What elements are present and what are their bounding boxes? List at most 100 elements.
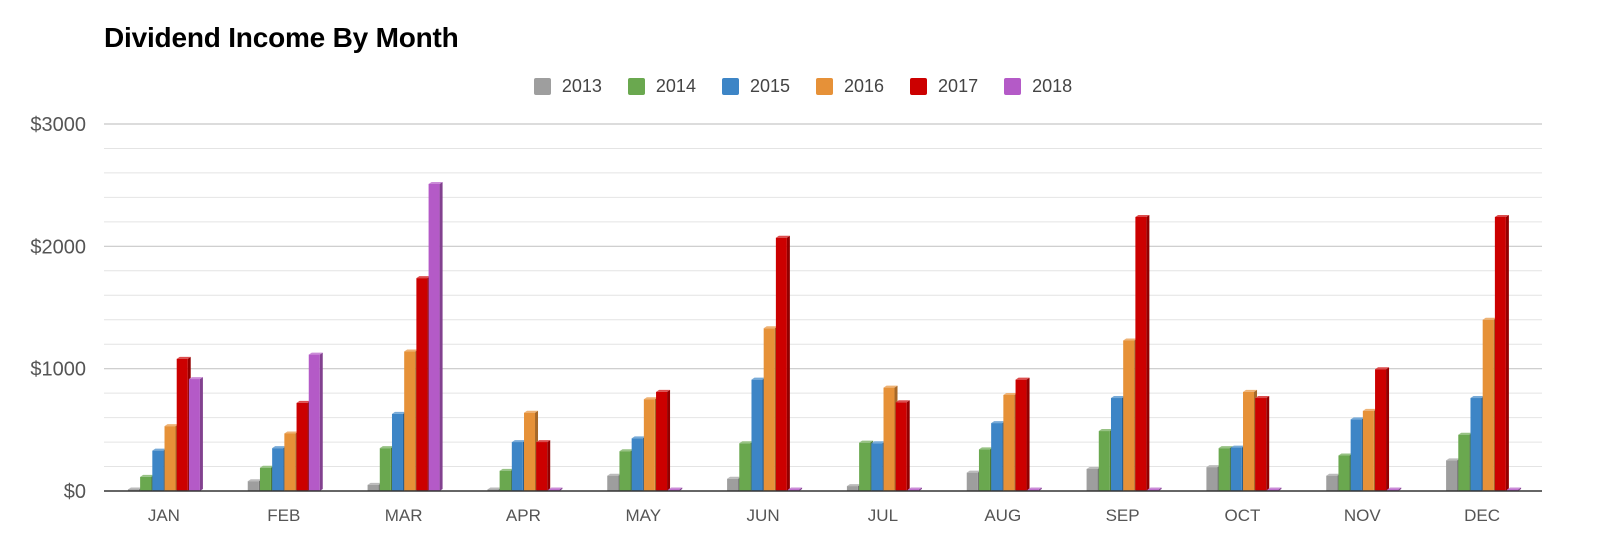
bar-2018-SEP (1147, 487, 1162, 491)
bar-front (1255, 398, 1267, 491)
legend-label-2013: 2013 (561, 75, 602, 96)
bar-top (1326, 473, 1341, 476)
bar-top (379, 446, 394, 449)
bar-side (547, 440, 551, 491)
legend-swatch-2016 (816, 77, 833, 95)
legend-item-2013[interactable]: 2013 (533, 75, 602, 97)
bar-top (391, 411, 406, 414)
bar-top (284, 431, 299, 434)
bar-top (247, 479, 262, 482)
legend: 2013 2014 2015 2016 2017 2018 (0, 72, 1600, 100)
bar-2016-JUL (883, 385, 898, 491)
bar-top (1027, 487, 1042, 490)
bar-2014-APR (499, 468, 514, 491)
bar-front (308, 354, 320, 491)
bar-front (1267, 489, 1279, 491)
bar-side (1038, 487, 1042, 491)
bar-front (140, 476, 152, 491)
bar-front (548, 489, 560, 491)
bar-2015-MAY (631, 436, 646, 491)
bar-2013-JUL (846, 484, 861, 491)
legend-item-2016[interactable]: 2016 (816, 76, 884, 97)
bar-top (775, 235, 790, 238)
legend-item-2015[interactable]: 2015 (721, 75, 790, 97)
bar-front (883, 387, 895, 491)
bar-2013-SEP (1086, 466, 1101, 491)
bar-2014-JAN (140, 474, 155, 491)
bar-front (643, 399, 655, 491)
bar-2016-MAY (643, 397, 658, 491)
bar-top (367, 482, 382, 485)
legend-label-2015: 2015 (749, 75, 790, 96)
bar-front (1110, 398, 1122, 491)
bar-2015-SEP (1110, 396, 1125, 491)
bar-2013-DEC (1446, 458, 1461, 491)
bar-side (199, 377, 203, 491)
bar-front (1507, 489, 1519, 491)
bar-top (164, 424, 179, 427)
bar-top (643, 397, 658, 400)
bar-top (966, 470, 981, 473)
bar-side (319, 352, 323, 491)
x-tick-label: DEC (1464, 506, 1500, 525)
bar-side (1266, 396, 1270, 491)
bar-2016-OCT (1243, 389, 1258, 491)
bar-front (296, 402, 308, 491)
bar-2014-FEB (259, 465, 274, 491)
bar-top (739, 441, 754, 444)
bar-2015-MAR (391, 411, 406, 491)
bar-front (619, 451, 631, 491)
bar-top (1482, 317, 1497, 320)
bar-top (1015, 377, 1030, 380)
bar-2014-AUG (978, 447, 993, 491)
bar-front (668, 489, 680, 491)
bar-side (786, 235, 790, 491)
bar-top (1135, 214, 1150, 217)
bar-front (1230, 447, 1242, 491)
bar-2015-OCT (1230, 445, 1245, 491)
legend-item-2017[interactable]: 2017 (910, 76, 978, 97)
bar-front (391, 413, 403, 491)
bar-front (1326, 475, 1338, 491)
bar-top (1243, 389, 1258, 392)
bar-front (1027, 489, 1039, 491)
bar-front (631, 438, 643, 491)
legend-item-2014[interactable]: 2014 (627, 76, 696, 97)
bar-front (1098, 431, 1110, 491)
bar-top (978, 447, 993, 450)
bar-2018-NOV (1387, 487, 1402, 491)
bar-2013-AUG (966, 470, 981, 491)
bar-2017-FEB (296, 400, 311, 491)
bar-top (907, 487, 922, 490)
bar-side (918, 487, 922, 491)
bar-2013-FEB (247, 479, 262, 491)
bar-side (1026, 377, 1030, 491)
bar-top (871, 441, 886, 444)
legend-item-2018[interactable]: 2018 (1004, 76, 1072, 97)
bar-2015-DEC (1470, 396, 1485, 491)
bar-2017-JAN (176, 356, 191, 491)
bar-2016-AUG (1003, 392, 1018, 491)
legend-label-2016: 2016 (844, 75, 885, 96)
bar-top (656, 389, 671, 392)
legend-label-2018: 2018 (1032, 75, 1073, 96)
bar-2015-APR (511, 440, 526, 491)
bar-top (259, 465, 274, 468)
bar-top (536, 440, 551, 443)
bar-2015-JAN (152, 448, 167, 491)
bar-top (883, 385, 898, 388)
bar-2015-JUN (751, 377, 766, 491)
bar-top (668, 487, 683, 490)
bar-top (991, 421, 1006, 424)
bar-top (1446, 458, 1461, 461)
bar-top (499, 468, 514, 471)
bar-top (1255, 396, 1270, 399)
bar-2018-MAY (668, 487, 683, 491)
bar-front (259, 467, 271, 491)
x-tick-label: MAY (625, 506, 661, 525)
bar-front (1494, 216, 1506, 491)
bar-2013-MAY (607, 473, 622, 491)
bar-front (895, 402, 907, 491)
bar-2016-JUN (763, 326, 778, 491)
bar-top (511, 440, 526, 443)
